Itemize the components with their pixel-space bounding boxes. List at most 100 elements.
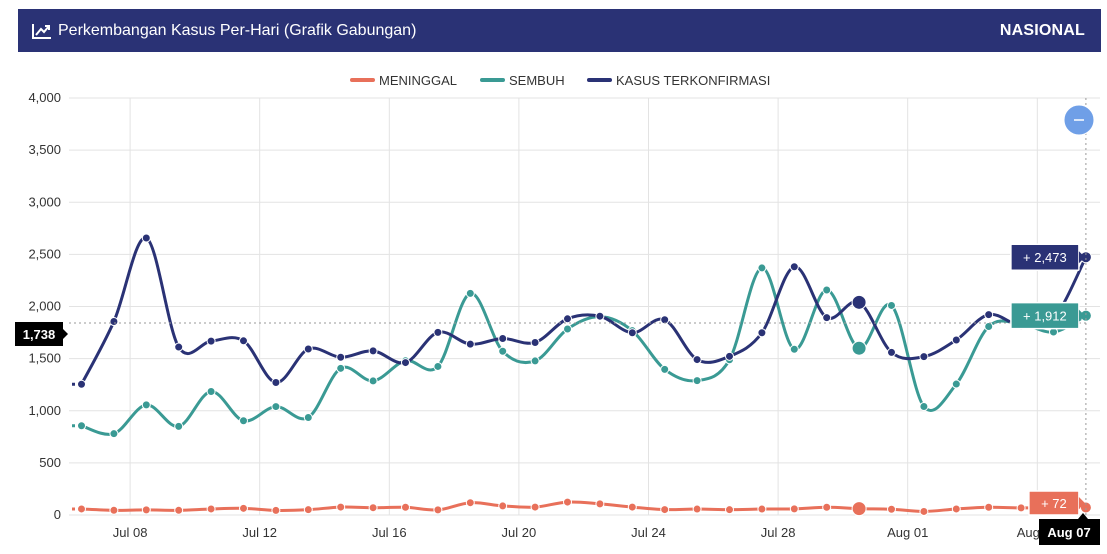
sembuh-point[interactable] [271,402,281,412]
sembuh-point[interactable] [109,429,119,439]
tooltip-value: + 2,473 [1023,250,1067,265]
sembuh-point[interactable] [757,263,767,273]
x-tick-label: Jul 20 [502,525,537,540]
x-tick-label: Jul 24 [631,525,666,540]
kasus-terkonfirmasi-point[interactable] [887,347,896,357]
sembuh-point[interactable] [77,421,86,431]
meninggal-point[interactable] [77,504,86,514]
meninggal-point[interactable] [692,504,702,514]
kasus-terkonfirmasi-point[interactable] [401,358,410,368]
meninggal-point[interactable] [498,501,508,511]
kasus-terkonfirmasi-point[interactable] [789,262,799,272]
meninggal-point[interactable] [141,505,151,515]
meninggal-point[interactable] [563,497,572,507]
meninggal-point[interactable] [433,505,443,515]
scope-label: NASIONAL [999,21,1085,39]
meninggal-point[interactable] [1016,503,1026,513]
kasus-terkonfirmasi-point[interactable] [595,311,605,321]
kasus-terkonfirmasi-point[interactable] [951,335,961,345]
meninggal-point[interactable] [465,498,475,508]
meninggal-point[interactable] [595,499,605,509]
kasus-terkonfirmasi-point[interactable] [530,337,540,347]
kasus-terkonfirmasi-point[interactable] [174,342,184,352]
x-tick-label: Jul 28 [761,525,796,540]
sembuh-point[interactable] [206,386,216,396]
kasus-terkonfirmasi-point[interactable] [660,315,670,325]
sembuh-point[interactable] [660,364,670,374]
kasus-terkonfirmasi-point[interactable] [919,352,929,362]
sembuh-point[interactable] [303,413,313,423]
sembuh-point[interactable] [851,340,867,356]
y-tick-label: 3,500 [28,142,61,157]
sembuh-point[interactable] [336,363,346,373]
meninggal-point[interactable] [757,504,767,514]
meninggal-point[interactable] [951,504,961,514]
kasus-terkonfirmasi-point[interactable] [498,334,508,344]
kasus-terkonfirmasi-point[interactable] [271,377,281,387]
tooltip-pointer [1078,251,1085,264]
sembuh-point[interactable] [789,344,799,354]
kasus-terkonfirmasi-point[interactable] [433,327,443,337]
kasus-terkonfirmasi-point[interactable] [109,317,119,327]
meninggal-point[interactable] [627,502,637,512]
sembuh-point[interactable] [984,322,994,332]
sembuh-point[interactable] [919,401,929,411]
meninggal-point[interactable] [401,502,410,512]
tooltip-pointer [1078,309,1085,322]
kasus-terkonfirmasi-point[interactable] [851,294,867,310]
kasus-terkonfirmasi-point[interactable] [336,352,346,362]
meninggal-point[interactable] [725,505,734,515]
meninggal-point[interactable] [530,502,540,512]
sembuh-point[interactable] [563,324,572,334]
meninggal-point[interactable] [660,505,670,515]
y-tick-label: 1,000 [28,403,61,418]
sembuh-point[interactable] [951,379,961,389]
meninggal-point[interactable] [206,504,216,514]
kasus-terkonfirmasi-point[interactable] [725,351,734,361]
meninggal-point[interactable] [303,505,313,515]
meninggal-point[interactable] [109,505,119,515]
sembuh-point[interactable] [887,300,896,310]
kasus-terkonfirmasi-point[interactable] [563,314,572,324]
kasus-terkonfirmasi-point[interactable] [141,233,151,243]
crosshair-x-label-pointer [1078,513,1088,519]
kasus-terkonfirmasi-point[interactable] [627,328,637,338]
meninggal-point[interactable] [984,502,994,512]
kasus-terkonfirmasi-point[interactable] [692,355,702,365]
meninggal-point[interactable] [174,505,184,515]
kasus-terkonfirmasi-point[interactable] [822,313,832,323]
kasus-terkonfirmasi-point[interactable] [239,336,248,346]
sembuh-point[interactable] [692,376,702,386]
meninggal-point[interactable] [919,506,929,516]
sembuh-point[interactable] [822,285,832,295]
legend-item-meninggal[interactable]: MENINGGAL [350,73,457,88]
kasus-terkonfirmasi-point[interactable] [984,310,994,320]
meninggal-point[interactable] [887,504,896,514]
sembuh-point[interactable] [530,356,540,366]
meninggal-point[interactable] [851,501,867,517]
kasus-terkonfirmasi-point[interactable] [206,336,216,346]
kasus-terkonfirmasi-point[interactable] [303,344,313,354]
legend-item-kasus-terkonfirmasi[interactable]: KASUS TERKONFIRMASI [587,73,770,88]
sembuh-point[interactable] [239,416,248,426]
sembuh-point[interactable] [141,400,151,410]
legend-item-sembuh[interactable]: SEMBUH [480,73,565,88]
meninggal-point[interactable] [271,505,281,515]
crosshair-x-label-box [1039,519,1100,545]
sembuh-point[interactable] [368,376,378,386]
meninggal-point[interactable] [336,502,346,512]
sembuh-point[interactable] [174,421,184,431]
kasus-terkonfirmasi-point[interactable] [757,328,767,338]
meninggal-point[interactable] [368,503,378,513]
y-tick-label: 500 [39,455,61,470]
meninggal-point[interactable] [822,502,832,512]
sembuh-point[interactable] [498,346,508,356]
meninggal-point[interactable] [239,503,248,513]
kasus-terkonfirmasi-point[interactable] [77,379,86,389]
sembuh-point[interactable] [433,361,443,371]
y-tick-label: 4,000 [28,90,61,105]
sembuh-point[interactable] [465,288,475,298]
kasus-terkonfirmasi-point[interactable] [368,346,378,356]
kasus-terkonfirmasi-point[interactable] [465,339,475,349]
meninggal-point[interactable] [789,504,799,514]
